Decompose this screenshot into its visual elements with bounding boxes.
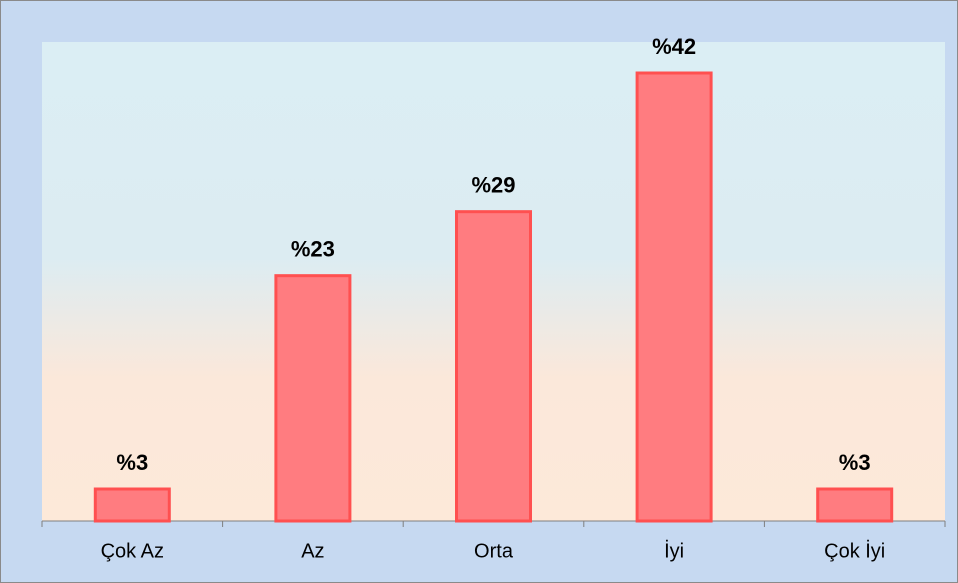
data-label: %3: [116, 450, 148, 475]
data-label: %29: [471, 172, 515, 197]
data-label: %42: [652, 34, 696, 59]
bar: [274, 274, 352, 523]
data-label: %23: [291, 236, 335, 261]
x-tick-label: Çok Az: [101, 540, 164, 562]
x-tick-label: Orta: [474, 540, 514, 562]
bar: [635, 71, 713, 523]
bar: [816, 487, 894, 523]
x-tick-label: Çok İyi: [824, 539, 885, 562]
x-tick-label: İyi: [664, 539, 684, 562]
bar: [93, 487, 171, 523]
data-label: %3: [839, 450, 871, 475]
x-tick-label: Az: [301, 540, 324, 562]
bar: [455, 210, 532, 523]
